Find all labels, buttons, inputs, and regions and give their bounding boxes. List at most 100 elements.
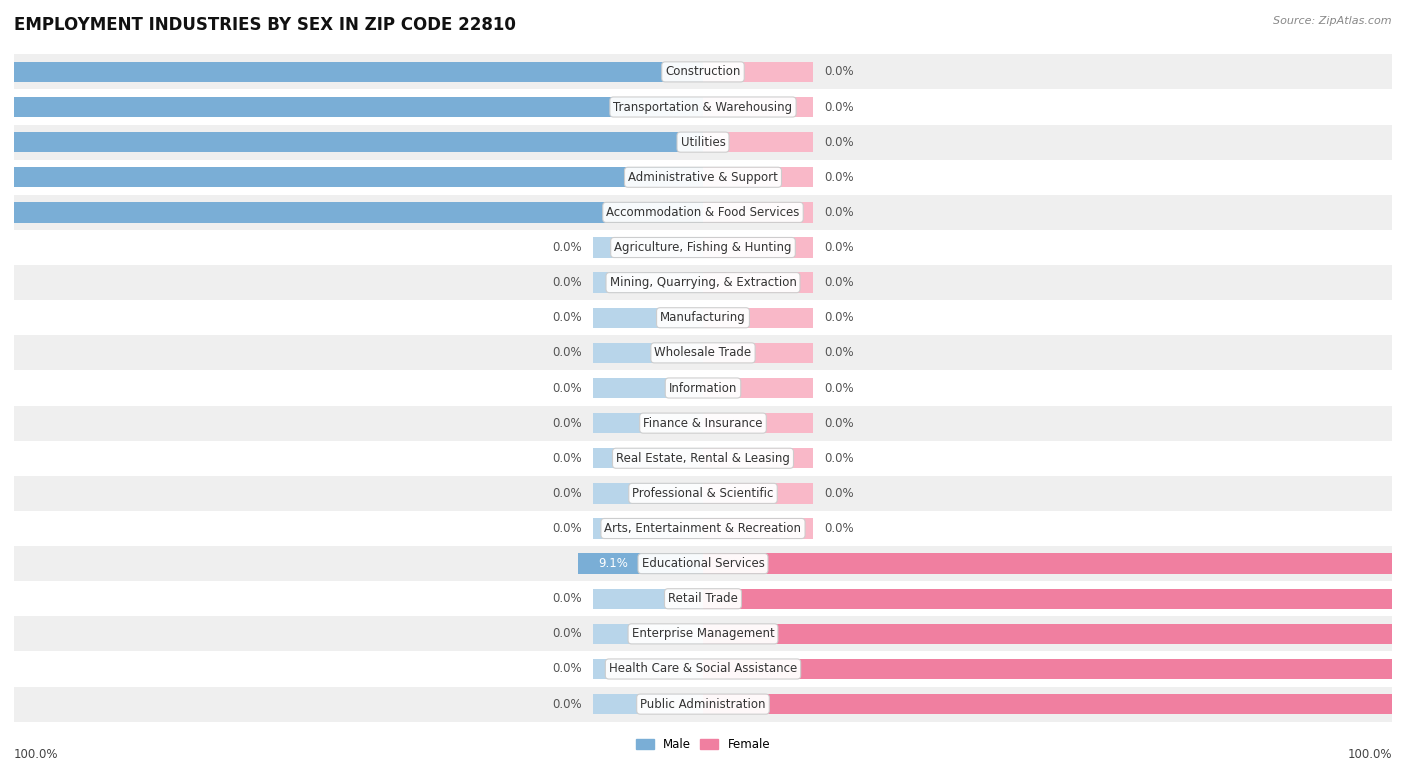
Text: Utilities: Utilities [681,136,725,149]
Text: Enterprise Management: Enterprise Management [631,627,775,640]
Text: 0.0%: 0.0% [824,136,853,149]
Text: 0.0%: 0.0% [824,452,853,465]
Text: 0.0%: 0.0% [553,592,582,605]
Text: 0.0%: 0.0% [553,276,582,289]
Bar [593,378,703,398]
Bar [703,62,813,82]
Text: 0.0%: 0.0% [553,346,582,359]
Text: 0.0%: 0.0% [824,311,853,324]
Text: 0.0%: 0.0% [553,417,582,430]
Bar [703,624,1406,644]
Bar [14,476,1392,511]
Bar [593,518,703,539]
Bar [14,300,1392,335]
Text: Agriculture, Fishing & Hunting: Agriculture, Fishing & Hunting [614,241,792,254]
Text: 9.1%: 9.1% [599,557,628,570]
Text: Manufacturing: Manufacturing [661,311,745,324]
Bar [703,518,813,539]
Bar [14,546,1392,581]
Bar [703,272,813,293]
Bar [578,553,703,573]
Text: 0.0%: 0.0% [553,311,582,324]
Bar [14,335,1392,370]
Text: 0.0%: 0.0% [824,522,853,535]
Bar [14,195,1392,230]
Bar [14,511,1392,546]
Bar [593,659,703,679]
Text: 0.0%: 0.0% [824,241,853,254]
Bar [14,265,1392,300]
Text: Wholesale Trade: Wholesale Trade [654,346,752,359]
Text: 100.0%: 100.0% [14,748,59,761]
Bar [14,616,1392,651]
Bar [703,448,813,469]
Text: Transportation & Warehousing: Transportation & Warehousing [613,101,793,113]
Text: 0.0%: 0.0% [824,487,853,500]
Text: 0.0%: 0.0% [824,101,853,113]
Bar [14,230,1392,265]
Text: 0.0%: 0.0% [824,171,853,184]
Bar [593,624,703,644]
Text: Construction: Construction [665,65,741,78]
Bar [593,413,703,433]
Bar [593,307,703,328]
Bar [14,125,1392,160]
Bar [703,307,813,328]
Text: Accommodation & Food Services: Accommodation & Food Services [606,206,800,219]
Bar [14,370,1392,406]
Bar [703,203,813,223]
Text: Arts, Entertainment & Recreation: Arts, Entertainment & Recreation [605,522,801,535]
Bar [703,553,1406,573]
Bar [14,89,1392,125]
Text: Information: Information [669,382,737,394]
Text: Administrative & Support: Administrative & Support [628,171,778,184]
Bar [703,132,813,152]
Bar [0,62,703,82]
Text: Public Administration: Public Administration [640,698,766,711]
Text: Health Care & Social Assistance: Health Care & Social Assistance [609,663,797,675]
Bar [14,687,1392,722]
Bar [14,54,1392,89]
Text: 0.0%: 0.0% [553,522,582,535]
Text: 0.0%: 0.0% [824,206,853,219]
Text: EMPLOYMENT INDUSTRIES BY SEX IN ZIP CODE 22810: EMPLOYMENT INDUSTRIES BY SEX IN ZIP CODE… [14,16,516,33]
Bar [593,483,703,504]
Bar [14,160,1392,195]
Bar [703,413,813,433]
Bar [593,272,703,293]
Bar [593,343,703,363]
Bar [14,406,1392,441]
Bar [703,694,1406,714]
Bar [703,237,813,258]
Bar [703,378,813,398]
Bar [703,97,813,117]
Bar [703,588,1406,609]
Text: Finance & Insurance: Finance & Insurance [644,417,762,430]
Bar [593,588,703,609]
Text: 0.0%: 0.0% [553,452,582,465]
Bar [0,167,703,188]
Bar [14,581,1392,616]
Text: Real Estate, Rental & Leasing: Real Estate, Rental & Leasing [616,452,790,465]
Text: 0.0%: 0.0% [553,627,582,640]
Text: Professional & Scientific: Professional & Scientific [633,487,773,500]
Bar [0,97,703,117]
Text: Mining, Quarrying, & Extraction: Mining, Quarrying, & Extraction [610,276,796,289]
Text: 0.0%: 0.0% [553,382,582,394]
Text: 0.0%: 0.0% [824,276,853,289]
Text: 0.0%: 0.0% [824,417,853,430]
Text: Educational Services: Educational Services [641,557,765,570]
Bar [593,448,703,469]
Text: 0.0%: 0.0% [824,65,853,78]
Legend: Male, Female: Male, Female [631,733,775,756]
Text: 0.0%: 0.0% [553,663,582,675]
Bar [0,132,703,152]
Text: Retail Trade: Retail Trade [668,592,738,605]
Text: Source: ZipAtlas.com: Source: ZipAtlas.com [1274,16,1392,26]
Text: 0.0%: 0.0% [553,241,582,254]
Text: 0.0%: 0.0% [553,698,582,711]
Text: 100.0%: 100.0% [1347,748,1392,761]
Bar [703,483,813,504]
Text: 0.0%: 0.0% [824,346,853,359]
Bar [593,694,703,714]
